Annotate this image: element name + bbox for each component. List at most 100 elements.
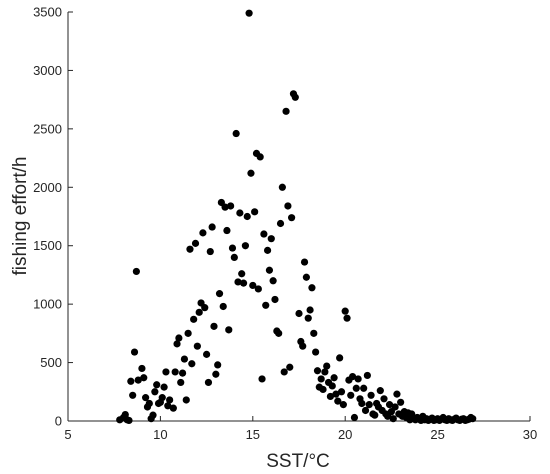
data-point [260, 230, 268, 238]
x-tick-label: 15 [246, 427, 260, 442]
data-point [330, 374, 338, 382]
data-point [299, 342, 307, 350]
data-point [241, 242, 250, 250]
data-point [282, 107, 290, 115]
x-tick-label: 20 [338, 427, 352, 442]
data-point [284, 202, 292, 210]
data-point [380, 395, 388, 403]
data-point [162, 368, 170, 376]
data-point [151, 388, 159, 396]
data-point [347, 391, 355, 399]
data-point [223, 226, 231, 235]
data-point [317, 375, 325, 383]
data-point [254, 285, 262, 293]
data-point [371, 411, 379, 419]
data-point [265, 266, 274, 274]
data-point [182, 396, 190, 404]
axes: 5 10 15 20 25 30 0 500 1000 1500 2000 2500 3000 3500 [33, 5, 537, 443]
data-points [116, 9, 477, 425]
data-point [228, 244, 237, 252]
data-point [191, 239, 200, 247]
data-point [225, 326, 233, 334]
data-point [166, 396, 174, 404]
data-point [171, 368, 179, 376]
data-point [208, 223, 216, 231]
data-point [180, 355, 189, 363]
data-point [352, 384, 360, 392]
data-point [219, 302, 227, 311]
data-point [300, 258, 309, 266]
data-point [376, 387, 384, 395]
data-point [238, 270, 246, 278]
data-point [232, 129, 240, 138]
data-point [278, 183, 286, 191]
y-tick-label: 3500 [33, 5, 62, 20]
data-point [262, 301, 270, 309]
data-point [210, 322, 218, 330]
data-point [276, 219, 285, 228]
data-point [177, 378, 185, 387]
data-point [302, 273, 310, 281]
data-point [469, 415, 477, 423]
data-point [319, 385, 327, 394]
data-point [313, 367, 322, 375]
data-point [258, 375, 266, 383]
data-point [343, 314, 351, 322]
data-point [267, 235, 275, 243]
data-point [291, 93, 299, 101]
x-axis-title: SST/°C [266, 451, 330, 472]
data-point [358, 399, 366, 408]
data-point [158, 394, 166, 402]
data-point [169, 404, 177, 412]
data-point [326, 392, 335, 401]
data-point [227, 202, 235, 210]
data-point [201, 304, 209, 312]
data-point [360, 384, 368, 392]
data-point [306, 306, 314, 314]
y-tick-label: 2000 [33, 180, 62, 195]
data-point [186, 245, 194, 253]
data-point [215, 290, 224, 298]
y-axis-title: fishing effort/h [10, 156, 31, 275]
data-point [127, 377, 135, 385]
data-point [363, 371, 371, 380]
y-tick-label: 0 [55, 414, 62, 429]
data-point [288, 214, 296, 222]
data-point [339, 401, 347, 409]
data-point [214, 361, 222, 369]
data-point [269, 277, 277, 285]
data-point [142, 394, 150, 402]
x-tick-label: 25 [430, 427, 444, 442]
data-point [341, 307, 349, 315]
data-point [212, 370, 220, 378]
data-point [263, 246, 272, 254]
y-tick-label: 1500 [33, 238, 62, 253]
data-point [204, 378, 213, 387]
data-point [206, 247, 214, 256]
data-point [389, 415, 397, 423]
data-point [393, 390, 401, 398]
data-point [321, 368, 329, 376]
data-point [195, 308, 203, 316]
data-point [175, 334, 183, 342]
data-point [280, 368, 288, 376]
y-tick-label: 500 [40, 355, 62, 370]
data-point [251, 208, 259, 216]
data-point [328, 382, 336, 390]
data-point [173, 340, 181, 348]
x-tick-label: 10 [153, 427, 167, 442]
data-point [354, 375, 362, 383]
data-point [385, 401, 394, 409]
data-point [236, 209, 244, 217]
y-tick-label: 3000 [33, 63, 62, 78]
data-point [337, 388, 346, 396]
data-point [239, 279, 248, 287]
data-point [153, 381, 161, 389]
data-point [134, 376, 142, 384]
data-point [367, 391, 375, 399]
data-point [304, 314, 312, 322]
data-point [138, 364, 146, 373]
data-point [310, 329, 318, 337]
data-point [234, 278, 242, 286]
data-point [247, 169, 255, 177]
